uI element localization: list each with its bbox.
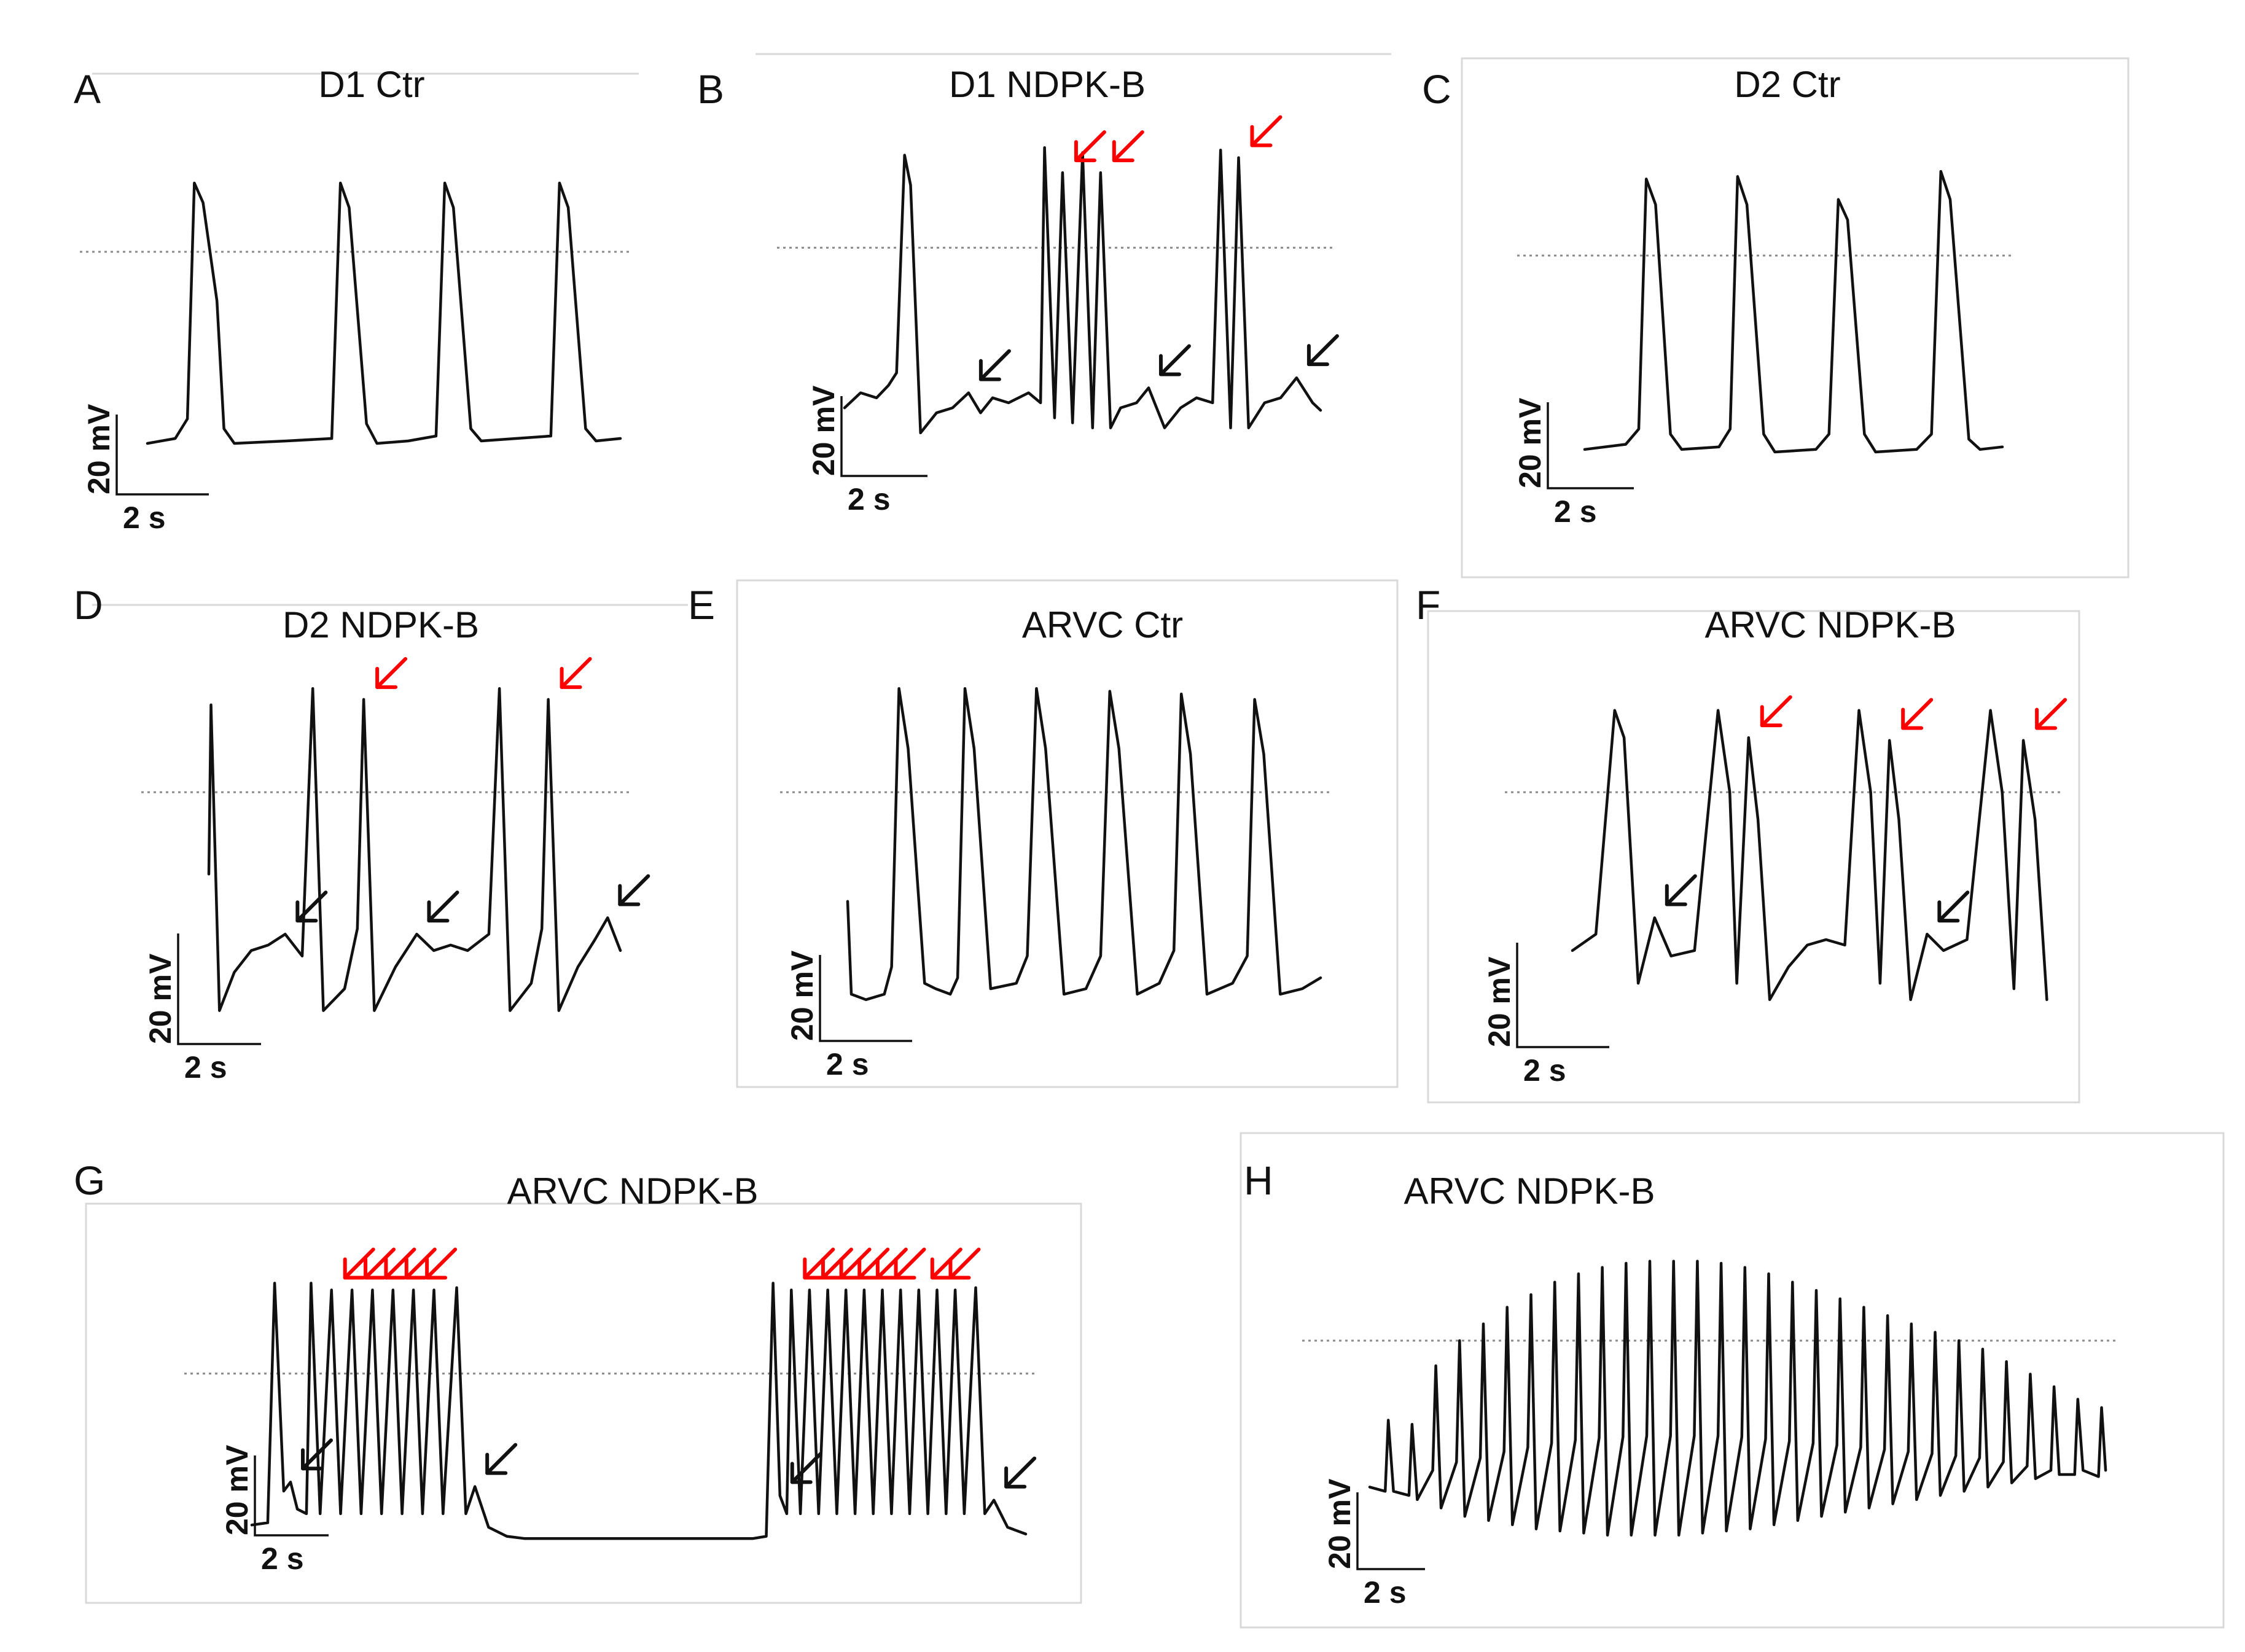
panel-title: D2 NDPK-B [283, 604, 479, 645]
scale-bar-voltage-label: 20 mV [806, 385, 841, 476]
membrane-potential-trace [1583, 169, 2004, 454]
scale-bar-voltage-label: 20 mV [1513, 397, 1547, 488]
membrane-potential-trace [846, 687, 1322, 1002]
panel-f: F ARVC NDPK-B 20 mV2 s [1416, 582, 2080, 1104]
scale-bar [177, 933, 261, 1045]
black-arrow-marker [1665, 874, 1697, 906]
red-arrow-marker [857, 1247, 890, 1280]
membrane-potential-trace [207, 687, 622, 1012]
membrane-potential-trace [1571, 709, 2048, 1002]
panel-h: H ARVC NDPK-B 20 mV2 s [1240, 1132, 2225, 1629]
panel-a: A D1 Ctr 20 mV2 s [74, 64, 639, 535]
red-arrow-marker [364, 1247, 396, 1280]
red-arrow-marker [375, 657, 408, 689]
red-arrow-marker [803, 1247, 835, 1280]
red-arrow-marker [894, 1247, 926, 1280]
scale-bar-time-label: 2 s [826, 1047, 869, 1081]
scale-bar [115, 415, 209, 496]
scale-bar [1356, 1492, 1425, 1570]
membrane-potential-trace [1368, 1260, 2107, 1537]
panel-frame [85, 1202, 1082, 1604]
panel-letter: B [697, 66, 724, 112]
red-arrow-marker [948, 1247, 981, 1280]
panel-letter: G [74, 1158, 105, 1203]
scale-bar-time-label: 2 s [1523, 1053, 1566, 1088]
panel-title: D1 Ctr [318, 64, 424, 105]
panel-g: G ARVC NDPK-B 20 mV2 s [74, 1158, 1082, 1604]
red-arrow-marker [930, 1247, 962, 1280]
scale-bar-time-label: 2 s [1364, 1575, 1407, 1610]
red-arrow-marker [2035, 698, 2067, 730]
scale-bar-time-label: 2 s [848, 482, 891, 516]
red-arrow-marker [875, 1247, 908, 1280]
panel-letter: D [74, 582, 103, 628]
scale-bar [840, 396, 927, 477]
red-arrow-marker [1074, 130, 1106, 163]
scale-bar-time-label: 2 s [184, 1050, 227, 1085]
panel-letter: A [74, 66, 101, 112]
panel-letter: H [1244, 1158, 1273, 1203]
black-arrow-marker [1306, 334, 1339, 367]
red-arrow-marker [343, 1247, 375, 1280]
red-arrow-marker [1760, 695, 1792, 728]
black-arrow-marker [295, 890, 328, 923]
red-arrow-marker [404, 1247, 437, 1280]
panel-c: C D2 Ctr 20 mV2 s [1422, 57, 2130, 579]
panel-b: B D1 NDPK-B 20 mV2 s [697, 53, 1391, 516]
scale-bar [254, 1455, 329, 1537]
scale-bar-time-label: 2 s [123, 501, 166, 535]
panel-title: D1 NDPK-B [949, 64, 1146, 105]
black-arrow-marker [1158, 344, 1191, 376]
panel-title: ARVC NDPK-B [1705, 604, 1956, 645]
black-arrow-marker [978, 349, 1011, 381]
panel-title: ARVC NDPK-B [1404, 1171, 1655, 1212]
panel-frame [736, 579, 1399, 1088]
panel-frame [1240, 1132, 2225, 1629]
scale-bar-voltage-label: 20 mV [143, 953, 178, 1044]
scale-bar-voltage-label: 20 mV [785, 950, 819, 1041]
panel-frame [1427, 610, 2080, 1104]
black-arrow-marker [1937, 890, 1970, 923]
black-arrow-marker [1004, 1456, 1037, 1489]
panel-d: D D2 NDPK-B 20 mV2 s [74, 582, 688, 1085]
panel-e: E ARVC Ctr 20 mV2 s [688, 579, 1399, 1088]
black-arrow-marker [301, 1438, 333, 1471]
red-arrow-marker [1112, 130, 1144, 163]
panel-letter: F [1416, 582, 1440, 628]
red-arrow-marker [1250, 115, 1283, 147]
panel-title: ARVC Ctr [1022, 604, 1183, 645]
red-arrow-marker [384, 1247, 416, 1280]
panel-title: D2 Ctr [1734, 64, 1840, 105]
membrane-potential-trace [843, 146, 1322, 435]
panel-letter: C [1422, 66, 1451, 112]
scale-bar-voltage-label: 20 mV [1482, 956, 1517, 1047]
membrane-potential-trace [146, 181, 622, 445]
red-arrow-marker [425, 1247, 458, 1280]
scale-bar-voltage-label: 20 mV [1322, 1478, 1357, 1569]
scale-bar [819, 955, 912, 1042]
red-arrow-marker [839, 1247, 872, 1280]
black-arrow-marker [485, 1443, 518, 1475]
red-arrow-marker [821, 1247, 853, 1280]
red-arrow-marker [1901, 698, 1934, 730]
black-arrow-marker [427, 890, 459, 923]
red-arrow-marker [560, 657, 592, 689]
scale-bar-time-label: 2 s [1554, 494, 1597, 529]
scale-bar-voltage-label: 20 mV [82, 403, 116, 494]
scale-bar [1516, 943, 1609, 1048]
membrane-potential-trace [250, 1282, 1028, 1540]
black-arrow-marker [790, 1452, 822, 1484]
scale-bar [1547, 402, 1634, 489]
scale-bar-time-label: 2 s [261, 1541, 304, 1576]
scale-bar-voltage-label: 20 mV [220, 1444, 254, 1535]
panel-title: ARVC NDPK-B [507, 1171, 759, 1212]
panel-letter: E [688, 582, 715, 628]
black-arrow-marker [618, 874, 650, 906]
panel-frame [1461, 57, 2130, 579]
